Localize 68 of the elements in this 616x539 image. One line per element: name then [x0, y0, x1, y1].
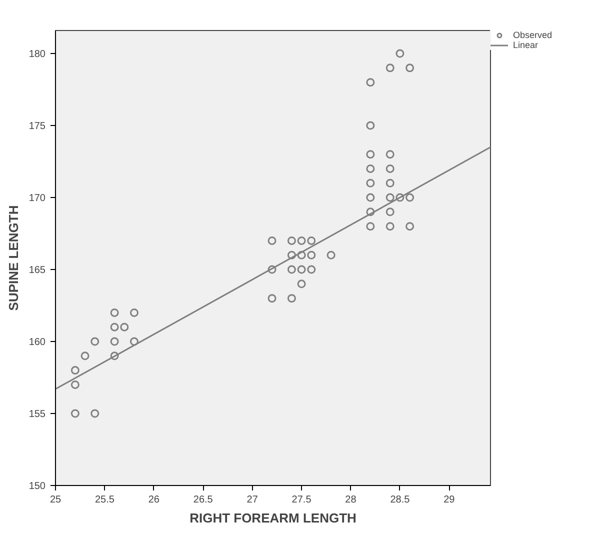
- y-tick-label: 165: [28, 265, 46, 276]
- point: [297, 265, 306, 274]
- point: [366, 150, 375, 159]
- point: [110, 322, 119, 332]
- point: [307, 250, 316, 260]
- point: [70, 380, 80, 389]
- point: [326, 250, 336, 260]
- point: [297, 280, 306, 288]
- point: [406, 193, 414, 202]
- point: [120, 322, 129, 332]
- y-tick-label: 150: [28, 481, 46, 492]
- point: [366, 222, 375, 231]
- y-tick-label: 160: [28, 337, 46, 348]
- y-axis-title: SUPINE LENGTH: [6, 205, 21, 311]
- point: [396, 49, 404, 58]
- legend-label: Linear: [513, 40, 538, 50]
- point: [386, 208, 394, 216]
- point: [366, 208, 375, 216]
- x-axis-title: RIGHT FOREARM LENGTH: [190, 510, 356, 526]
- point: [297, 236, 306, 245]
- y-tick-label: 180: [28, 49, 46, 60]
- point: [386, 64, 394, 72]
- point: [366, 193, 375, 202]
- y-tick-label: 155: [28, 409, 46, 420]
- point: [90, 337, 100, 346]
- point: [130, 308, 138, 317]
- point: [307, 265, 316, 274]
- point: [287, 236, 296, 245]
- point: [110, 337, 119, 346]
- point: [130, 337, 138, 346]
- point: [268, 265, 276, 274]
- point: [406, 222, 414, 231]
- x-tick-label: 29: [444, 494, 456, 506]
- y-tick-label: 170: [28, 193, 46, 204]
- point: [287, 250, 296, 260]
- point: [366, 164, 375, 173]
- point: [287, 265, 296, 274]
- point: [287, 294, 296, 303]
- point: [110, 352, 119, 360]
- point: [366, 78, 375, 87]
- point: [307, 236, 316, 245]
- point: [70, 366, 80, 375]
- point: [90, 409, 100, 418]
- point: [386, 222, 394, 231]
- x-tick-label: 27: [246, 494, 258, 506]
- point: [268, 294, 276, 303]
- x-tick-label: 25.5: [94, 494, 115, 506]
- legend-label: Observed: [513, 30, 552, 40]
- x-tick-label: 28: [345, 494, 357, 506]
- point: [386, 150, 394, 159]
- point: [70, 409, 80, 418]
- point: [297, 250, 306, 260]
- point: [366, 178, 375, 188]
- point: [386, 164, 394, 173]
- x-tick-label: 26.5: [193, 494, 214, 506]
- point: [396, 193, 404, 202]
- point: [386, 178, 394, 188]
- y-tick-label: 175: [28, 121, 46, 132]
- point: [80, 352, 90, 360]
- x-tick-label: 28.5: [390, 494, 410, 506]
- x-tick-label: 27.5: [292, 494, 312, 506]
- point: [366, 121, 375, 130]
- point: [110, 308, 119, 317]
- x-tick-label: 25: [50, 494, 62, 506]
- point: [386, 193, 394, 202]
- x-tick-label: 26: [148, 494, 160, 506]
- point: [268, 236, 276, 245]
- point: [406, 64, 414, 72]
